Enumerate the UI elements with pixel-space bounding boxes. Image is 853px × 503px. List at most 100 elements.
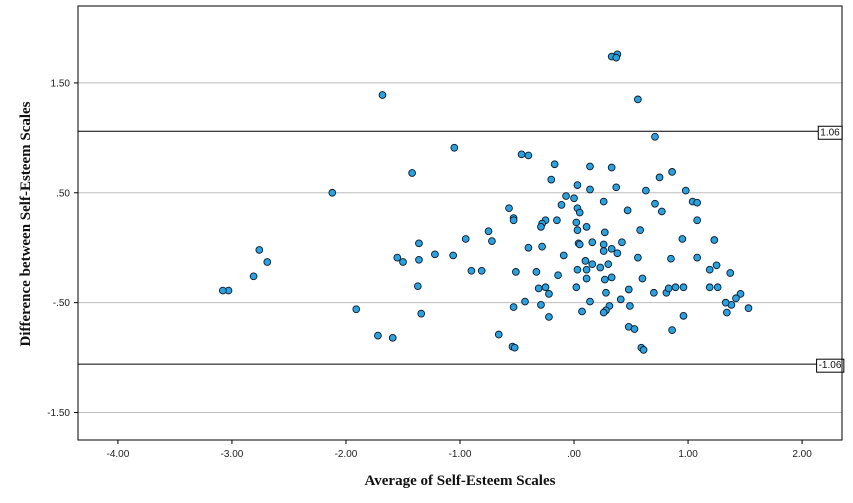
data-point xyxy=(510,343,519,352)
data-point xyxy=(599,197,608,206)
y-tick-label: 1.50 xyxy=(51,78,71,89)
data-point xyxy=(671,283,680,292)
data-point xyxy=(557,201,566,209)
data-point xyxy=(415,255,423,264)
data-point xyxy=(415,239,423,248)
data-point xyxy=(600,275,609,284)
data-point xyxy=(634,253,642,262)
data-point xyxy=(651,199,659,208)
plot-frame xyxy=(77,5,843,441)
data-point xyxy=(467,266,476,275)
x-tick-label: -4.00 xyxy=(107,449,130,460)
data-point xyxy=(545,290,553,298)
gridlines xyxy=(78,82,842,414)
data-point xyxy=(604,260,613,269)
data-point xyxy=(642,186,650,195)
data-point xyxy=(736,290,745,298)
data-point xyxy=(538,242,546,251)
data-point xyxy=(517,150,526,159)
data-point xyxy=(578,307,586,316)
x-tick-label: 1.00 xyxy=(678,449,698,460)
data-point xyxy=(623,206,632,215)
data-point xyxy=(255,246,264,254)
y-axis-ticks: -1.50 -.50 .50 1.50 xyxy=(47,78,78,419)
x-tick-label: -2.00 xyxy=(335,449,358,460)
data-point xyxy=(494,330,503,339)
data-point xyxy=(613,249,622,258)
data-point xyxy=(572,283,581,292)
reference-line-label: -1.06 xyxy=(816,358,845,373)
data-point xyxy=(218,286,227,295)
data-point xyxy=(524,151,533,160)
reference-lines: 1.06 -1.06 xyxy=(78,125,845,373)
data-point xyxy=(553,216,561,225)
data-point xyxy=(393,253,402,262)
data-point xyxy=(705,283,714,292)
data-points xyxy=(218,50,753,354)
data-point xyxy=(612,183,621,192)
data-point xyxy=(521,297,529,306)
data-point xyxy=(651,132,659,141)
data-point xyxy=(638,274,647,283)
x-tick-label: -3.00 xyxy=(221,449,244,460)
data-point xyxy=(596,263,605,272)
data-point xyxy=(599,240,608,249)
data-point xyxy=(586,162,594,171)
data-point xyxy=(328,188,337,197)
data-point xyxy=(693,198,702,207)
data-point xyxy=(581,257,590,265)
x-axis-ticks: -4.00 -3.00 -2.00 -1.00 .00 1.00 2.00 xyxy=(107,440,812,460)
data-point xyxy=(710,236,719,244)
data-point xyxy=(554,271,562,280)
data-point xyxy=(545,313,553,321)
data-point xyxy=(582,222,591,231)
data-point xyxy=(722,308,731,317)
data-point xyxy=(657,207,666,216)
data-point xyxy=(607,163,616,172)
data-point xyxy=(612,53,621,62)
data-point xyxy=(713,283,722,292)
data-point xyxy=(484,227,493,236)
data-point xyxy=(726,269,735,277)
data-point xyxy=(616,295,625,304)
data-point xyxy=(537,301,545,309)
data-point xyxy=(413,282,422,291)
data-point xyxy=(721,298,730,307)
data-point xyxy=(624,285,633,294)
data-point xyxy=(505,204,513,213)
x-tick-label: 2.00 xyxy=(792,449,812,460)
data-point xyxy=(636,226,645,234)
data-point xyxy=(524,243,533,252)
data-point xyxy=(450,143,459,152)
data-point xyxy=(693,216,702,225)
data-point xyxy=(712,261,721,270)
data-point xyxy=(532,268,541,276)
data-point xyxy=(537,222,545,231)
data-point xyxy=(678,235,687,243)
y-tick-label: -.50 xyxy=(53,298,71,309)
x-tick-label: .00 xyxy=(567,449,581,460)
reference-line-value: 1.06 xyxy=(820,127,840,138)
data-point xyxy=(588,238,597,247)
data-point xyxy=(650,288,658,297)
data-point xyxy=(655,173,664,182)
reference-line-label: 1.06 xyxy=(817,125,843,140)
data-point xyxy=(681,186,690,195)
data-point xyxy=(693,253,702,262)
data-point xyxy=(618,238,626,247)
data-point xyxy=(352,305,361,314)
data-point xyxy=(602,288,610,297)
data-point xyxy=(417,309,426,318)
y-tick-label: .50 xyxy=(56,188,70,199)
data-point xyxy=(562,192,570,200)
reference-line-value: -1.06 xyxy=(819,360,842,371)
data-point xyxy=(461,235,470,243)
data-point xyxy=(586,297,594,306)
x-axis-title: Average of Self-Esteem Scales xyxy=(365,473,556,489)
data-point xyxy=(705,265,714,274)
data-point xyxy=(249,272,258,281)
data-point xyxy=(488,237,496,245)
data-point xyxy=(588,260,597,269)
data-point xyxy=(586,185,594,194)
